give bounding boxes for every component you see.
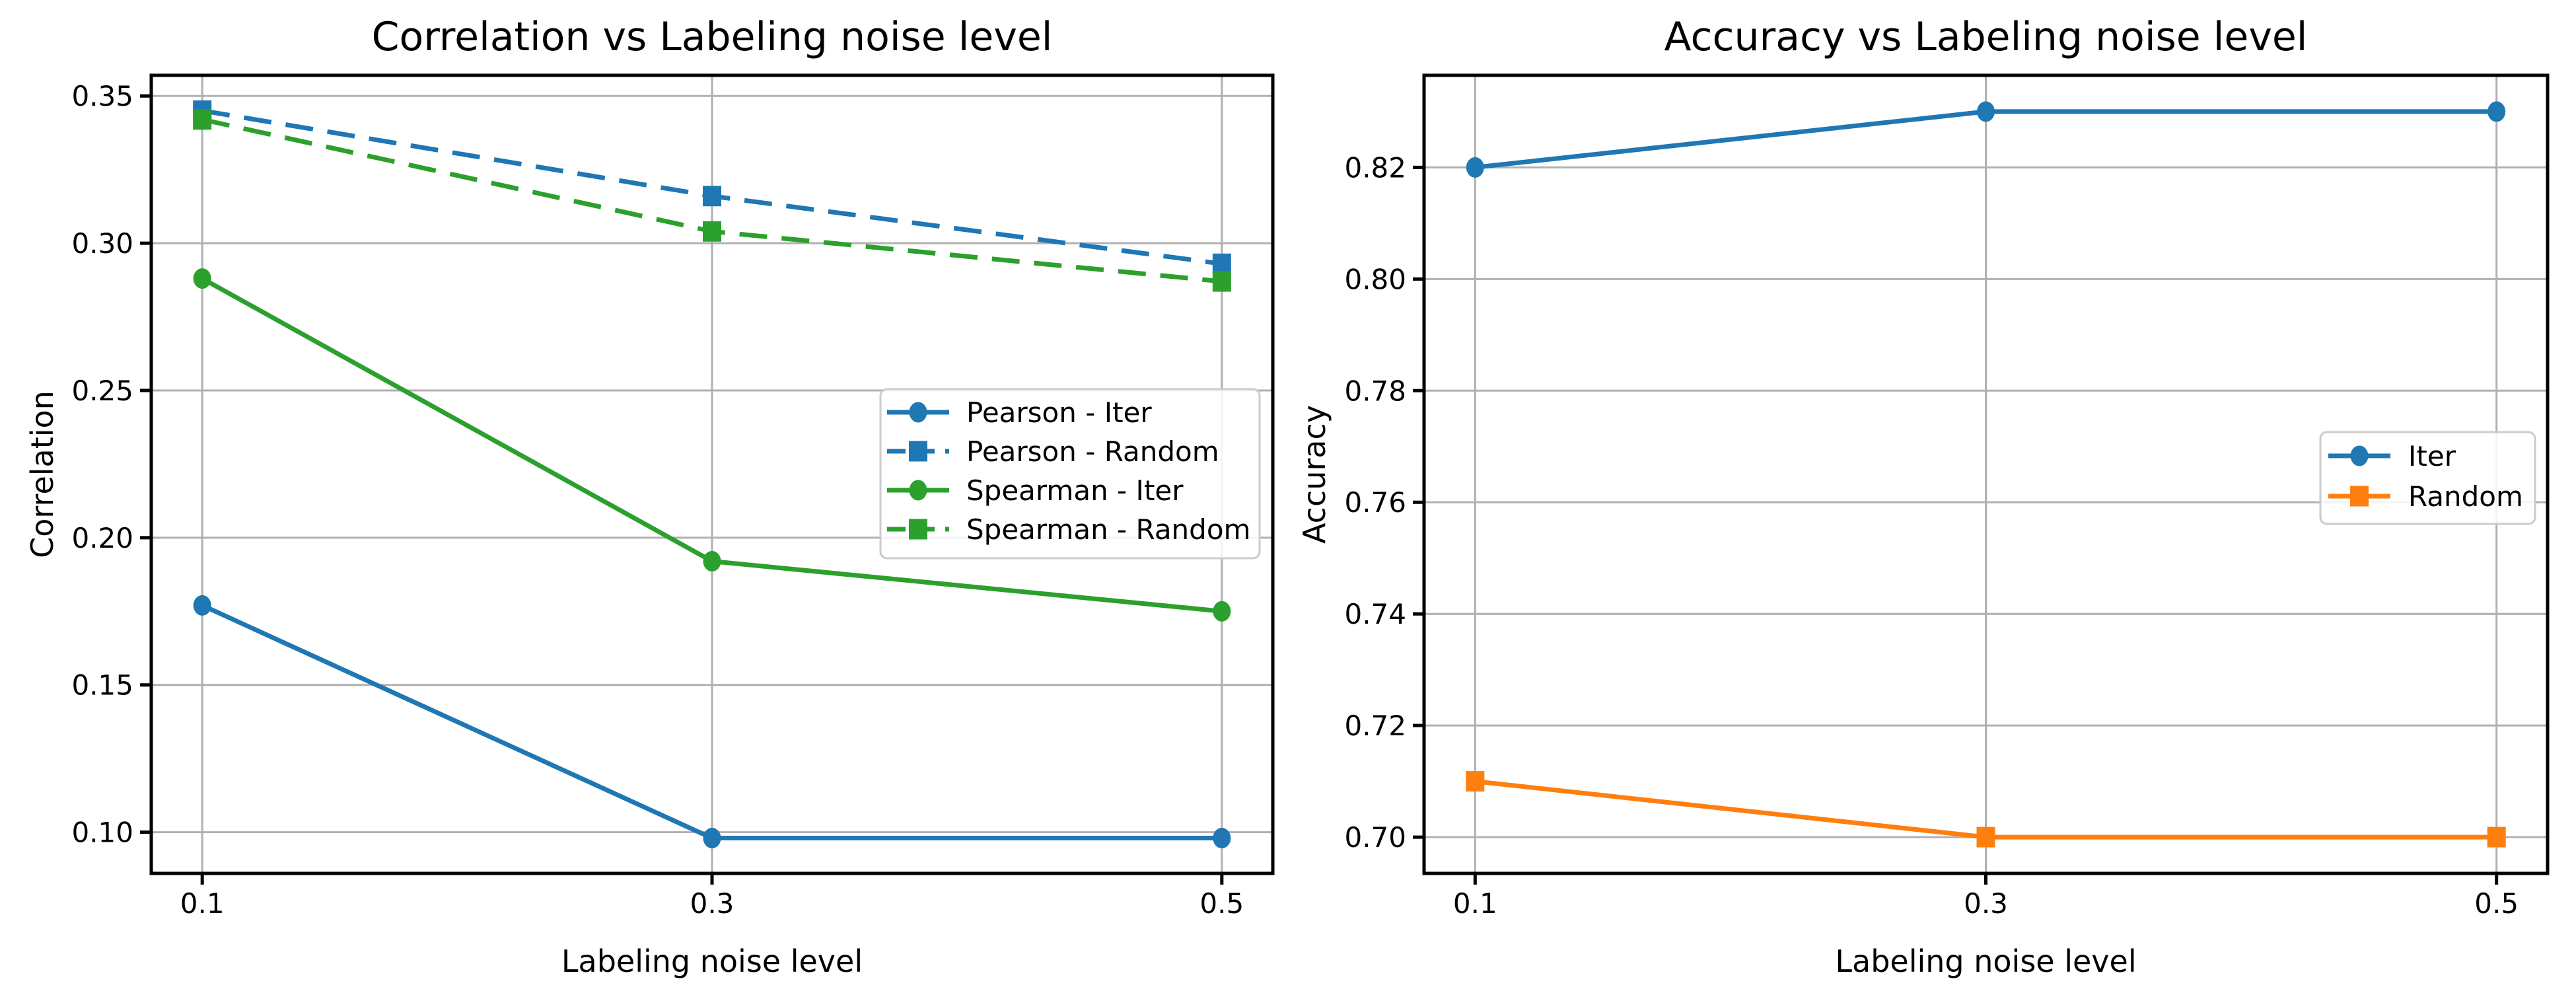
series-iter-marker-0.3 xyxy=(1977,101,1995,122)
y-tick-label: 0.20 xyxy=(71,522,133,554)
x-tick-label: 0.5 xyxy=(1199,887,1244,920)
y-tick-label: 0.72 xyxy=(1344,710,1406,742)
chart-title-accuracy: Accuracy vs Labeling noise level xyxy=(1664,14,2308,60)
series-spearman-random-marker-0.5 xyxy=(1212,271,1231,292)
series-spearman-iter-marker-0.3 xyxy=(703,550,721,571)
y-tick-label: 0.30 xyxy=(71,227,133,260)
series-random-marker-0.3 xyxy=(1976,826,1995,848)
legend-entry-label: Pearson - Iter xyxy=(966,396,1152,429)
y-tick-label: 0.35 xyxy=(71,80,133,112)
legend-entry-label: Spearman - Iter xyxy=(966,474,1184,507)
y-tick-label: 0.76 xyxy=(1344,486,1406,519)
y-tick-label: 0.80 xyxy=(1344,263,1406,295)
legend-pearson-random-marker-icon xyxy=(909,441,927,462)
y-tick-label: 0.82 xyxy=(1344,151,1406,184)
legend-entry-label: Random xyxy=(2408,480,2523,513)
x-axis-label-left: Labeling noise level xyxy=(561,943,863,979)
series-spearman-random-marker-0.1 xyxy=(193,109,212,130)
legend-entry-label: Pearson - Random xyxy=(966,435,1219,468)
series-spearman-iter-marker-0.5 xyxy=(1213,601,1231,622)
series-random-marker-0.5 xyxy=(2487,826,2506,848)
series-iter-marker-0.5 xyxy=(2487,101,2506,122)
y-tick-label: 0.10 xyxy=(71,817,133,849)
series-pearson-iter-marker-0.3 xyxy=(703,828,721,849)
y-tick-label: 0.25 xyxy=(71,375,133,407)
series-pearson-random-marker-0.3 xyxy=(703,186,721,207)
legend-entry-label: Iter xyxy=(2408,440,2456,472)
series-spearman-random-marker-0.3 xyxy=(703,221,721,242)
x-tick-label: 0.5 xyxy=(2474,887,2519,920)
x-tick-label: 0.3 xyxy=(1964,887,2008,920)
y-tick-label: 0.74 xyxy=(1344,598,1406,630)
legend-entry-label: Spearman - Random xyxy=(966,513,1250,546)
legend-spearman-iter-marker-icon xyxy=(909,480,927,501)
y-tick-label: 0.70 xyxy=(1344,821,1406,854)
series-pearson-iter-marker-0.1 xyxy=(193,595,211,616)
y-tick-label: 0.78 xyxy=(1344,375,1406,407)
y-tick-label: 0.15 xyxy=(71,669,133,702)
x-tick-label: 0.3 xyxy=(690,887,734,920)
series-iter-marker-0.1 xyxy=(1466,157,1484,178)
series-pearson-random-marker-0.5 xyxy=(1212,253,1231,274)
legend-random-marker-icon xyxy=(2350,486,2369,507)
legend-spearman-random-marker-icon xyxy=(909,519,927,540)
x-axis-label-right: Labeling noise level xyxy=(1835,943,2137,979)
series-pearson-iter-marker-0.5 xyxy=(1213,828,1231,849)
chart-title-correlation: Correlation vs Labeling noise level xyxy=(371,14,1053,60)
x-tick-label: 0.1 xyxy=(1453,887,1497,920)
legend-pearson-iter-marker-icon xyxy=(909,402,927,423)
legend-box xyxy=(879,388,1261,560)
series-spearman-iter-marker-0.1 xyxy=(193,268,211,289)
series-random-marker-0.1 xyxy=(1466,771,1485,792)
x-tick-label: 0.1 xyxy=(180,887,225,920)
legend-iter-marker-icon xyxy=(2350,445,2369,466)
